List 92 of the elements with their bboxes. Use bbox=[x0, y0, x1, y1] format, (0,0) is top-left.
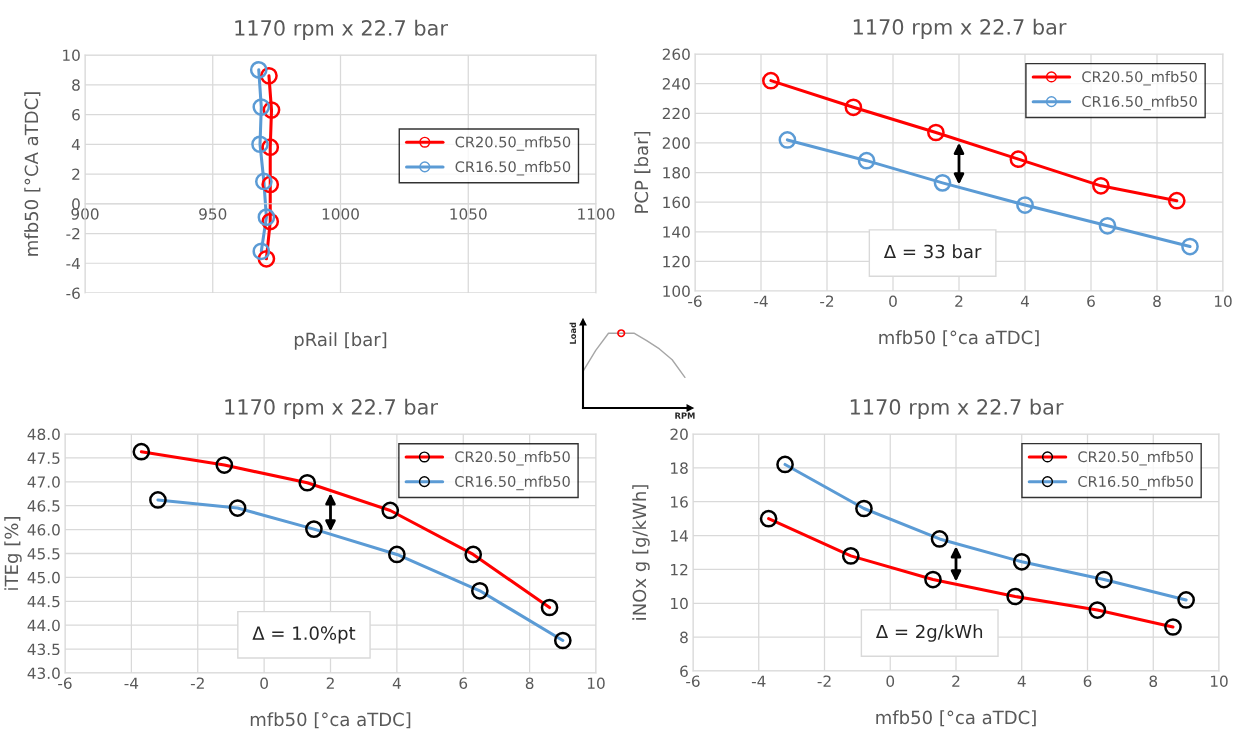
x-axis-title: pRail [bar] bbox=[294, 332, 387, 350]
x-tick-label: 2 bbox=[952, 675, 960, 687]
chart-title: 1170 rpm x 22.7 bar bbox=[850, 398, 1064, 419]
y-tick-label: 14 bbox=[671, 530, 688, 542]
y-tick-label: 6 bbox=[680, 665, 688, 678]
x-tick-label: -4 bbox=[754, 295, 768, 307]
y-tick-label: 120 bbox=[663, 255, 690, 268]
x-tick-label: -2 bbox=[190, 677, 204, 689]
x-axis-title: RPM bbox=[675, 412, 695, 419]
y-tick-label: 200 bbox=[662, 137, 690, 149]
y-tick-label: 46.0 bbox=[27, 524, 60, 536]
y-tick-label: 48.0 bbox=[27, 428, 60, 441]
x-tick-label: 6 bbox=[1087, 295, 1095, 307]
x-tick-label: -6 bbox=[688, 295, 702, 307]
x-tick-label: -4 bbox=[751, 675, 766, 687]
legend-label: CR16.50_mfb50 bbox=[455, 160, 571, 176]
x-tick-label: -4 bbox=[124, 677, 139, 689]
y-tick-label: 4 bbox=[71, 138, 80, 151]
x-tick-label: 4 bbox=[1020, 295, 1029, 307]
y-tick-label: 44.0 bbox=[27, 619, 60, 632]
y-tick-label: -4 bbox=[66, 257, 80, 270]
annotation: Δ = 1.0%pt bbox=[252, 626, 356, 644]
annotation: Δ = 33 bar bbox=[883, 244, 982, 259]
y-tick-label: 10 bbox=[671, 597, 688, 610]
x-tick-label: 6 bbox=[1083, 675, 1092, 687]
y-tick-label: 10 bbox=[63, 49, 80, 62]
chart-title: 1170 rpm x 22.7 bar bbox=[853, 18, 1067, 39]
y-axis-title: PCP [bar] bbox=[634, 131, 651, 213]
y-tick-label: 160 bbox=[663, 196, 690, 209]
x-tick-label: 8 bbox=[525, 677, 534, 689]
x-tick-label: 2 bbox=[326, 677, 334, 689]
x-tick-label: 0 bbox=[260, 677, 268, 689]
x-tick-label: 10 bbox=[1214, 295, 1232, 307]
y-axis-title: iNOx g [g/kWh] bbox=[632, 485, 650, 620]
y-axis-title: mfb50 [°CA aTDC] bbox=[24, 92, 41, 256]
y-axis-title: Load bbox=[569, 322, 577, 344]
y-tick-label: 220 bbox=[662, 107, 690, 120]
legend-label: CR16.50_mfb50 bbox=[1078, 475, 1193, 491]
legend-label: CR16.50_mfb50 bbox=[455, 475, 570, 491]
x-tick-label: -2 bbox=[817, 675, 831, 687]
y-tick-label: 8 bbox=[72, 79, 80, 91]
x-tick-label: 1000 bbox=[322, 208, 359, 220]
y-tick-label: 12 bbox=[671, 563, 688, 576]
x-axis-title: mfb50 [°ca aTDC] bbox=[879, 330, 1039, 347]
y-tick-label: 20 bbox=[670, 428, 688, 441]
y-tick-label: 6 bbox=[72, 108, 80, 121]
legend-label: CR20.50_mfb50 bbox=[455, 136, 571, 151]
y-tick-label: 18 bbox=[671, 462, 688, 474]
y-tick-label: 43.5 bbox=[27, 643, 60, 656]
x-axis-title: mfb50 [°ca aTDC] bbox=[876, 710, 1036, 727]
x-tick-label: 4 bbox=[1017, 675, 1026, 687]
y-tick-label: 45.5 bbox=[27, 548, 60, 560]
chart-title: 1170 rpm x 22.7 bar bbox=[235, 19, 448, 40]
y-tick-label: 43.0 bbox=[27, 667, 60, 680]
x-tick-label: 0 bbox=[889, 295, 897, 307]
legend-label: CR20.50_mfb50 bbox=[455, 450, 570, 466]
x-tick-label: 950 bbox=[199, 208, 227, 220]
chart-title: 1170 rpm x 22.7 bar bbox=[225, 398, 438, 419]
y-tick-label: 8 bbox=[680, 631, 688, 644]
y-tick-label: 44.5 bbox=[27, 595, 60, 608]
x-tick-label: 6 bbox=[459, 677, 468, 689]
x-tick-label: 8 bbox=[1149, 675, 1158, 687]
y-tick-label: 46.5 bbox=[27, 500, 60, 512]
x-tick-label: -2 bbox=[820, 295, 834, 307]
x-tick-label: 10 bbox=[587, 677, 605, 689]
y-tick-label: 47.5 bbox=[27, 452, 60, 464]
x-tick-label: 1050 bbox=[450, 208, 487, 220]
x-tick-label: 4 bbox=[392, 677, 401, 689]
x-tick-label: 2 bbox=[955, 295, 963, 307]
y-tick-label: 180 bbox=[663, 166, 690, 179]
y-tick-label: 0 bbox=[72, 198, 80, 210]
x-tick-label: 900 bbox=[71, 208, 99, 220]
x-axis-title: mfb50 [°ca aTDC] bbox=[250, 712, 411, 729]
legend-label: CR20.50_mfb50 bbox=[1082, 70, 1197, 86]
x-tick-label: 0 bbox=[886, 675, 895, 687]
y-tick-label: 260 bbox=[662, 48, 690, 61]
annotation: Δ = 2g/kWh bbox=[875, 624, 983, 642]
y-tick-label: 140 bbox=[663, 226, 690, 238]
legend-label: CR20.50_mfb50 bbox=[1078, 450, 1193, 466]
x-tick-label: 10 bbox=[1210, 675, 1228, 687]
y-tick-label: 100 bbox=[663, 285, 690, 298]
y-tick-label: 47.0 bbox=[27, 476, 60, 488]
y-tick-label: 2 bbox=[72, 168, 80, 180]
y-tick-label: 16 bbox=[671, 496, 688, 508]
y-tick-label: 240 bbox=[662, 78, 690, 90]
x-tick-label: 8 bbox=[1153, 295, 1161, 307]
y-tick-label: -2 bbox=[66, 227, 80, 240]
y-axis-title: iTEg [%] bbox=[4, 517, 22, 590]
legend-label: CR16.50_mfb50 bbox=[1082, 95, 1197, 111]
y-tick-label: 45.0 bbox=[27, 571, 60, 584]
x-tick-label: 1100 bbox=[578, 208, 615, 220]
x-tick-label: -6 bbox=[58, 677, 72, 689]
